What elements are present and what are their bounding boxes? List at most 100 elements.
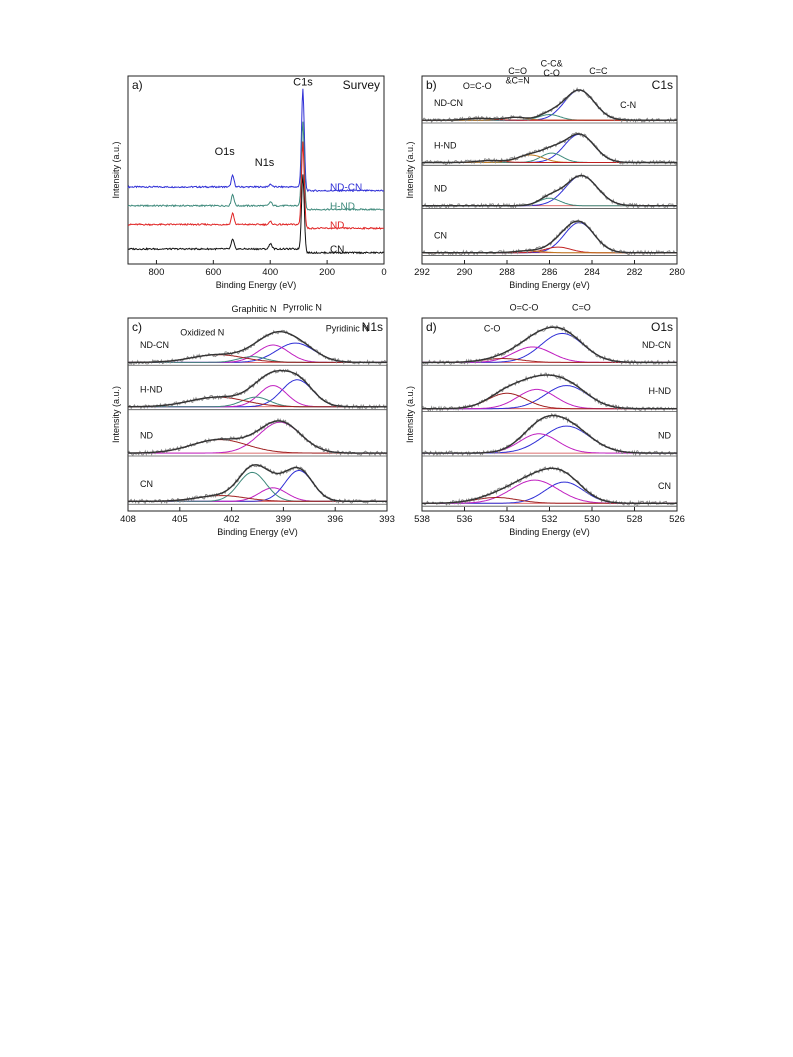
raw-spectrum <box>422 324 678 366</box>
y-axis-label: Intensity (a.u.) <box>111 141 121 198</box>
peak-label: Graphitic N <box>232 304 277 314</box>
x-axis-label: Binding Energy (eV) <box>217 527 298 537</box>
panel-label: d) <box>426 320 437 334</box>
x-tick-label: 393 <box>379 514 395 525</box>
fit-component <box>422 175 677 207</box>
panel-label: a) <box>132 78 143 92</box>
fit-component <box>422 425 677 454</box>
panel-b: 292 290 288 286 284 282 280 Binding Energy (eV)… <box>405 59 685 290</box>
fit-component <box>422 346 677 363</box>
peak-label: C-N <box>620 100 636 110</box>
series-line <box>128 141 385 231</box>
plot-frame <box>127 75 385 265</box>
peak-label: C=C <box>589 66 608 76</box>
raw-spectrum <box>421 218 678 257</box>
x-tick-label: 292 <box>414 267 430 278</box>
x-axis-label: Binding Energy (eV) <box>216 280 297 290</box>
peak-label: &C=N <box>505 76 529 86</box>
x-tick-label: 280 <box>669 267 685 278</box>
x-tick-label: 402 <box>224 514 240 525</box>
panel-title: Survey <box>343 78 380 92</box>
peak-label: C-O <box>484 324 501 334</box>
fit-envelope <box>422 133 677 164</box>
panel-a: 800 600 400 200 0 Binding Energy (eV) Intensit… <box>111 75 387 290</box>
fit-envelope <box>422 89 677 121</box>
fit-envelope <box>422 220 677 254</box>
plot-frame <box>421 317 678 512</box>
panel-title: C1s <box>652 78 673 92</box>
series-label: CN <box>330 245 344 256</box>
y-axis-label: Intensity (a.u.) <box>111 386 121 443</box>
sample-label: ND <box>658 431 671 441</box>
raw-spectrum <box>127 417 388 457</box>
sample-label: CN <box>434 231 447 241</box>
series-line <box>127 174 385 255</box>
peak-label: O1s <box>215 146 236 158</box>
series-label: ND <box>330 220 344 231</box>
sample-label: ND <box>140 431 153 441</box>
x-tick-label: 290 <box>457 267 473 278</box>
peak-label: C=O <box>572 302 591 312</box>
panel-title: O1s <box>651 320 673 334</box>
x-axis-label: Binding Energy (eV) <box>509 527 590 537</box>
peak-label: C-C& <box>541 59 563 69</box>
x-tick-label: 532 <box>542 514 558 525</box>
panel-c: 408 405 402 399 396 393 Binding Energy (eV) Int… <box>111 302 395 537</box>
sample-label: H-ND <box>140 384 163 394</box>
panel-label: b) <box>426 78 437 92</box>
x-tick-label: 538 <box>414 514 430 525</box>
x-tick-label: 286 <box>542 267 558 278</box>
raw-spectrum <box>127 463 388 505</box>
x-tick-label: 284 <box>584 267 600 278</box>
series-line <box>127 121 385 212</box>
x-tick-label: 530 <box>584 514 600 525</box>
series-label: H-ND <box>330 201 355 212</box>
peak-label: C1s <box>293 76 313 88</box>
x-tick-label: 526 <box>669 514 685 525</box>
sample-label: H-ND <box>649 386 672 396</box>
sample-label: ND <box>434 184 447 194</box>
sample-label: ND-CN <box>140 340 169 350</box>
sample-label: ND-CN <box>642 340 671 350</box>
peak-label: Pyrrolic N <box>283 302 322 312</box>
fit-envelope <box>128 330 387 364</box>
fit-envelope <box>422 174 677 207</box>
y-axis-label: Intensity (a.u.) <box>405 386 415 443</box>
fit-component <box>422 385 677 410</box>
raw-spectrum <box>421 412 678 457</box>
fit-component <box>128 471 387 502</box>
peak-label: Oxidized N <box>180 327 224 337</box>
fit-envelope <box>422 374 677 410</box>
peak-label: O=C-O <box>510 302 539 312</box>
fit-component <box>128 421 387 454</box>
sample-label: CN <box>140 479 153 489</box>
fit-component <box>422 133 677 163</box>
x-tick-label: 405 <box>172 514 188 525</box>
x-tick-label: 534 <box>499 514 515 525</box>
x-tick-label: 528 <box>627 514 643 525</box>
peak-label: C-O <box>543 68 560 78</box>
fit-envelope <box>128 420 387 454</box>
x-tick-label: 288 <box>499 267 515 278</box>
panel-d: 538 536 534 532 530 528 526 Binding Energy (eV)… <box>405 302 685 537</box>
x-axis-label: Binding Energy (eV) <box>509 280 590 290</box>
peak-label: O=C-O <box>463 81 492 91</box>
x-tick-label: 399 <box>275 514 291 525</box>
peak-label: N1s <box>255 157 275 169</box>
raw-spectrum <box>421 172 678 210</box>
sample-label: H-ND <box>434 140 457 150</box>
x-tick-label: 396 <box>327 514 343 525</box>
sample-label: CN <box>658 481 671 491</box>
sample-label: ND-CN <box>434 98 463 108</box>
x-tick-label: 800 <box>149 267 165 278</box>
plot-frame <box>127 317 388 512</box>
raw-spectrum <box>422 466 678 507</box>
series-line <box>127 88 384 193</box>
x-tick-label: 408 <box>120 514 136 525</box>
fit-component <box>128 470 387 502</box>
panel-label: c) <box>132 320 142 334</box>
fit-envelope <box>422 414 677 454</box>
panel-title: N1s <box>362 320 383 334</box>
fit-component <box>422 433 677 454</box>
